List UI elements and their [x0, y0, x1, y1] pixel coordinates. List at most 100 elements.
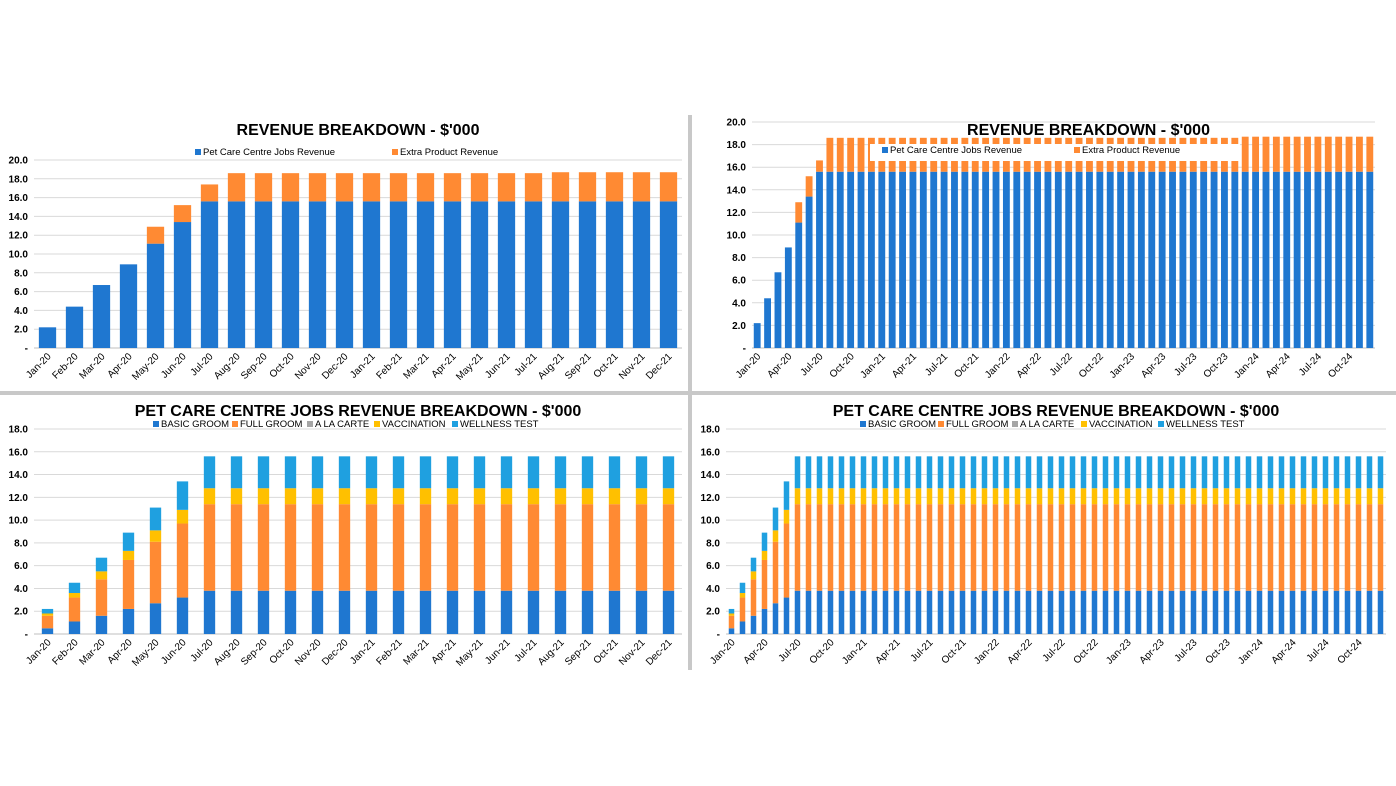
bar-pet-care-centre-jobs-revenue — [1272, 171, 1280, 348]
bar-wellness-test — [608, 456, 621, 489]
x-tick-label: Jan-22 — [972, 637, 1002, 667]
bar-full-groom — [1355, 504, 1362, 591]
x-tick-label: Mar-21 — [401, 637, 431, 667]
bar-extra-product-revenue — [1262, 136, 1270, 172]
bar-full-groom — [992, 504, 999, 591]
x-tick-label: Jan-21 — [840, 637, 870, 667]
bar-full-groom — [446, 504, 459, 591]
legend-label: Pet Care Centre Jobs Revenue — [890, 145, 1022, 156]
bar-basic-groom — [1113, 590, 1120, 634]
bar-vaccination — [728, 613, 735, 616]
bar-vaccination — [937, 488, 944, 505]
y-tick-label: 14.0 — [727, 185, 747, 196]
bar-wellness-test — [926, 456, 933, 489]
bar-vaccination — [1300, 488, 1307, 505]
bar-vaccination — [68, 593, 81, 598]
y-tick-label: 10.0 — [9, 250, 29, 261]
bar-basic-groom — [794, 590, 801, 634]
bar-extra-product-revenue — [1366, 136, 1374, 172]
bar-basic-groom — [1355, 590, 1362, 634]
bar-full-groom — [1234, 504, 1241, 591]
bar-pet-care-centre-jobs-revenue — [416, 201, 435, 348]
bar-extra-product-revenue — [1293, 136, 1301, 172]
x-tick-label: May-20 — [130, 351, 162, 383]
bar-extra-product-revenue — [389, 173, 408, 202]
bar-wellness-test — [1300, 456, 1307, 489]
bar-vaccination — [527, 488, 540, 505]
bar-wellness-test — [1366, 456, 1373, 489]
bar-basic-groom — [1289, 590, 1296, 634]
bar-pet-care-centre-jobs-revenue — [1169, 171, 1176, 348]
bar-vaccination — [1245, 488, 1252, 505]
bar-pet-care-centre-jobs-revenue — [961, 171, 969, 348]
bar-pet-care-centre-jobs-revenue — [1065, 171, 1073, 348]
y-tick-label: 14.0 — [701, 470, 721, 481]
bar-wellness-test — [827, 456, 834, 489]
bar-full-groom — [122, 559, 135, 609]
x-tick-label: May-21 — [454, 351, 486, 383]
bar-wellness-test — [1344, 456, 1351, 489]
y-tick-label: 12.0 — [701, 493, 721, 504]
bar-full-groom — [554, 504, 567, 591]
bar-wellness-test — [1003, 456, 1010, 489]
bar-full-groom — [1036, 504, 1043, 591]
legend-swatch — [195, 149, 201, 155]
bar-pet-care-centre-jobs-revenue — [1179, 171, 1187, 348]
x-tick-label: Jun-21 — [483, 637, 513, 667]
bar-full-groom — [176, 523, 189, 598]
bar-basic-groom — [937, 590, 944, 634]
bar-basic-groom — [635, 590, 648, 634]
bar-vaccination — [772, 530, 779, 542]
bar-wellness-test — [635, 456, 648, 489]
y-tick-label: 20.0 — [9, 156, 29, 167]
bar-vaccination — [230, 488, 243, 505]
bar-wellness-test — [554, 456, 567, 489]
bar-vaccination — [948, 488, 955, 505]
y-tick-label: 18.0 — [727, 140, 747, 151]
bar-pet-care-centre-jobs-revenue — [1096, 171, 1104, 348]
bar-pet-care-centre-jobs-revenue — [888, 171, 896, 348]
x-tick-label: Apr-24 — [1270, 637, 1299, 666]
bar-full-groom — [1344, 504, 1351, 591]
bar-basic-groom — [1080, 590, 1087, 634]
y-tick-label: 12.0 — [9, 493, 29, 504]
bar-vaccination — [915, 488, 922, 505]
x-tick-label: Jul-22 — [1048, 351, 1075, 378]
bar-wellness-test — [959, 456, 966, 489]
bar-extra-product-revenue — [857, 137, 865, 172]
bar-basic-groom — [446, 590, 459, 634]
chart-svg: -2.04.06.08.010.012.014.016.018.0Jan-20F… — [9, 403, 682, 669]
bar-basic-groom — [581, 590, 594, 634]
bar-pet-care-centre-jobs-revenue — [1002, 171, 1010, 348]
chart-svg: - 2.0 4.0 6.0 8.0 10.0 12.0 14.0 16.0 18.0 20.0 Jan… — [9, 122, 682, 383]
bar-extra-product-revenue — [826, 137, 834, 172]
y-tick-label: 8.0 — [14, 538, 28, 549]
bar-wellness-test — [1289, 456, 1296, 489]
bar-vaccination — [311, 488, 324, 505]
bar-vaccination — [473, 488, 486, 505]
x-tick-label: Feb-21 — [374, 351, 404, 381]
bar-wellness-test — [794, 456, 801, 489]
bar-pet-care-centre-jobs-revenue — [551, 201, 570, 348]
bar-extra-product-revenue — [416, 173, 435, 202]
bar-vaccination — [827, 488, 834, 505]
bar-full-groom — [1201, 504, 1208, 591]
x-tick-label: Oct-24 — [1326, 351, 1355, 380]
bar-vaccination — [860, 488, 867, 505]
bar-extra-product-revenue — [551, 172, 570, 202]
bar-wellness-test — [230, 456, 243, 489]
bar-extra-product-revenue — [200, 184, 219, 202]
bar-pet-care-centre-jobs-revenue — [1086, 171, 1093, 348]
x-tick-label: Sep-21 — [563, 351, 594, 382]
bar-pet-care-centre-jobs-revenue — [764, 298, 772, 348]
bar-full-groom — [1377, 504, 1384, 591]
bar-full-groom — [608, 504, 621, 591]
y-tick-label: 16.0 — [9, 447, 29, 458]
bar-extra-product-revenue — [805, 176, 813, 197]
bar-full-groom — [1047, 504, 1054, 591]
x-tick-label: Jun-20 — [159, 351, 189, 381]
bar-wellness-test — [849, 456, 856, 489]
bar-extra-product-revenue — [1335, 136, 1343, 172]
bar-pet-care-centre-jobs-revenue — [784, 247, 792, 348]
bar-pet-care-centre-jobs-revenue — [1075, 171, 1083, 348]
